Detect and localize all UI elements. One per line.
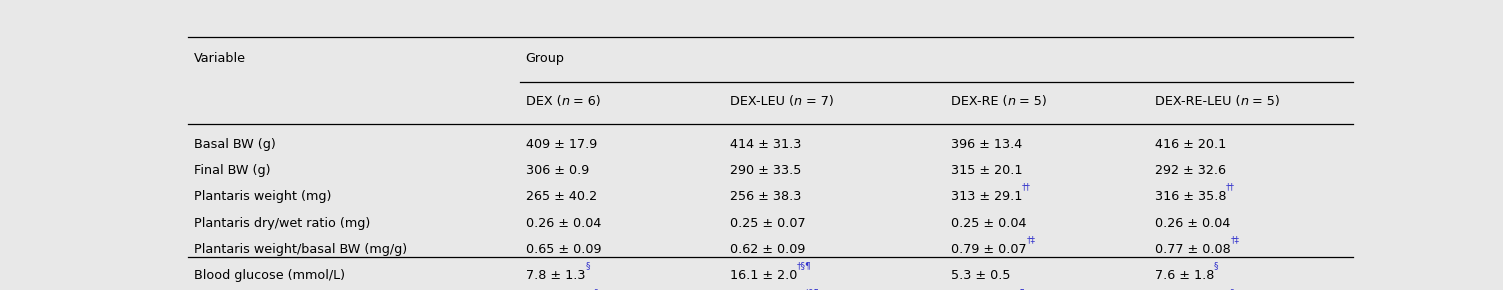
Text: Variable: Variable — [194, 52, 245, 65]
Text: Plantaris weight/basal BW (mg/g): Plantaris weight/basal BW (mg/g) — [194, 243, 407, 256]
Text: 316 ± 35.8: 316 ± 35.8 — [1154, 191, 1226, 203]
Text: 0.26 ± 0.04: 0.26 ± 0.04 — [1154, 217, 1229, 230]
Text: Basal BW (g): Basal BW (g) — [194, 138, 275, 151]
Text: 409 ± 17.9: 409 ± 17.9 — [526, 138, 597, 151]
Text: Plantaris weight (mg): Plantaris weight (mg) — [194, 191, 331, 203]
Text: 0.25 ± 0.07: 0.25 ± 0.07 — [729, 217, 806, 230]
Text: 313 ± 29.1: 313 ± 29.1 — [951, 191, 1022, 203]
Text: = 7): = 7) — [801, 95, 833, 108]
Text: 414 ± 31.3: 414 ± 31.3 — [729, 138, 801, 151]
Text: ††: †† — [1226, 182, 1235, 191]
Text: 7.8 ± 1.3: 7.8 ± 1.3 — [526, 269, 585, 282]
Text: 292 ± 32.6: 292 ± 32.6 — [1154, 164, 1225, 177]
Text: 0.79 ± 0.07: 0.79 ± 0.07 — [951, 243, 1027, 256]
Text: DEX-LEU (: DEX-LEU ( — [729, 95, 794, 108]
Text: 416 ± 20.1: 416 ± 20.1 — [1154, 138, 1226, 151]
Text: 0.25 ± 0.04: 0.25 ± 0.04 — [951, 217, 1027, 230]
Text: 0.65 ± 0.09: 0.65 ± 0.09 — [526, 243, 601, 256]
Text: Plantaris dry/wet ratio (mg): Plantaris dry/wet ratio (mg) — [194, 217, 370, 230]
Text: ††: †† — [1022, 182, 1031, 191]
Text: n: n — [1007, 95, 1016, 108]
Text: = 5): = 5) — [1249, 95, 1281, 108]
Text: Group: Group — [526, 52, 565, 65]
Text: DEX-RE (: DEX-RE ( — [951, 95, 1007, 108]
Text: §: § — [1214, 261, 1219, 270]
Text: DEX-RE-LEU (: DEX-RE-LEU ( — [1154, 95, 1240, 108]
Text: †‡: †‡ — [1027, 235, 1036, 244]
Text: = 6): = 6) — [570, 95, 601, 108]
Text: 315 ± 20.1: 315 ± 20.1 — [951, 164, 1022, 177]
Text: †‡: †‡ — [1231, 235, 1240, 244]
Text: 5.3 ± 0.5: 5.3 ± 0.5 — [951, 269, 1010, 282]
Text: 0.62 ± 0.09: 0.62 ± 0.09 — [729, 243, 806, 256]
Text: †§¶: †§¶ — [804, 288, 819, 290]
Text: 7.6 ± 1.8: 7.6 ± 1.8 — [1154, 269, 1214, 282]
Text: §: § — [594, 288, 598, 290]
Text: n: n — [561, 95, 570, 108]
Text: 396 ± 13.4: 396 ± 13.4 — [951, 138, 1022, 151]
Text: 265 ± 40.2: 265 ± 40.2 — [526, 191, 597, 203]
Text: n: n — [1240, 95, 1249, 108]
Text: §: § — [585, 261, 589, 270]
Text: §: § — [1229, 288, 1234, 290]
Text: †§¶: †§¶ — [797, 261, 812, 270]
Text: 256 ± 38.3: 256 ± 38.3 — [729, 191, 801, 203]
Text: n: n — [794, 95, 801, 108]
Text: 290 ± 33.5: 290 ± 33.5 — [729, 164, 801, 177]
Text: 0.26 ± 0.04: 0.26 ± 0.04 — [526, 217, 601, 230]
Text: 16.1 ± 2.0: 16.1 ± 2.0 — [729, 269, 797, 282]
Text: DEX (: DEX ( — [526, 95, 561, 108]
Text: Blood glucose (mmol/L): Blood glucose (mmol/L) — [194, 269, 344, 282]
Text: 0.77 ± 0.08: 0.77 ± 0.08 — [1154, 243, 1231, 256]
Text: Final BW (g): Final BW (g) — [194, 164, 271, 177]
Text: ¶: ¶ — [1018, 288, 1024, 290]
Text: = 5): = 5) — [1016, 95, 1048, 108]
Text: 306 ± 0.9: 306 ± 0.9 — [526, 164, 589, 177]
